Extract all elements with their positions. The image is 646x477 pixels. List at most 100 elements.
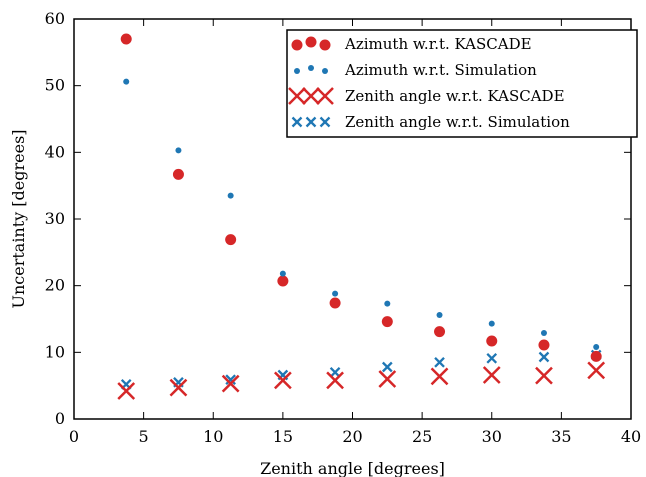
legend-marker (319, 116, 331, 128)
x-tick-label: 25 (412, 427, 432, 446)
data-point (538, 339, 550, 351)
legend-marker (308, 65, 314, 71)
x-tick-label: 5 (139, 427, 149, 446)
series-2 (123, 78, 600, 350)
y-axis-label: Uncertainty [degrees] (9, 129, 28, 308)
legend-marker-stroke (302, 87, 320, 105)
y-tick-label: 40 (45, 142, 65, 161)
legend-item: Zenith angle w.r.t. KASCADE (288, 87, 565, 105)
data-point (175, 147, 182, 154)
data-point (535, 366, 553, 385)
data-point (430, 367, 449, 386)
data-point (590, 350, 602, 362)
data-point (273, 371, 292, 390)
data-point-stroke (587, 361, 606, 380)
legend-item: Azimuth w.r.t. KASCADE (291, 35, 532, 53)
data-point-stroke (378, 370, 397, 388)
y-tick-label: 10 (45, 342, 65, 361)
y-tick-label: 50 (45, 76, 65, 95)
data-point (434, 326, 446, 338)
x-tick-label: 20 (342, 427, 362, 446)
x-tick-label: 40 (621, 427, 641, 446)
legend-label: Azimuth w.r.t. KASCADE (344, 35, 532, 53)
y-tick-label: 30 (45, 209, 65, 228)
data-point-stroke (117, 382, 136, 400)
x-tick-label: 10 (203, 427, 223, 446)
data-point (482, 366, 501, 384)
data-point-stroke (482, 366, 501, 384)
legend-marker (294, 68, 300, 74)
x-tick-label: 35 (551, 427, 571, 446)
data-point-stroke (535, 366, 553, 385)
marks-layer (117, 33, 606, 400)
legend-marker (305, 116, 317, 128)
legend-marker-stroke (305, 116, 317, 128)
data-point-stroke (169, 378, 188, 397)
legend-marker-stroke (316, 87, 334, 105)
data-point-stroke (225, 374, 236, 385)
x-tick-label: 30 (482, 427, 502, 446)
legend-marker (322, 68, 328, 74)
legend-label: Zenith angle w.r.t. Simulation (345, 113, 570, 131)
series-3 (117, 361, 606, 400)
x-tick-label: 15 (273, 427, 293, 446)
data-point-stroke (486, 353, 498, 364)
data-point (329, 297, 341, 309)
data-point (225, 234, 237, 246)
legend-marker-stroke (288, 87, 306, 105)
data-point (538, 351, 550, 363)
legend: Azimuth w.r.t. KASCADE Azimuth w.r.t. Sim… (286, 29, 638, 138)
data-point-stroke (538, 351, 550, 363)
legend-marker (319, 39, 331, 51)
data-point (378, 370, 397, 388)
data-point (117, 382, 136, 400)
data-point-stroke (326, 371, 344, 390)
data-point (225, 374, 236, 385)
legend-item: Zenith angle w.r.t. Simulation (291, 113, 570, 131)
data-point (329, 367, 341, 378)
data-point-stroke (221, 374, 240, 393)
data-point (172, 168, 184, 180)
data-point (486, 353, 498, 364)
legend-marker (291, 116, 303, 128)
legend-marker-stroke (319, 116, 331, 128)
data-point (332, 290, 339, 297)
data-point (434, 357, 445, 368)
data-point (540, 330, 547, 336)
data-point (279, 270, 286, 277)
y-tick-label: 20 (45, 276, 65, 295)
legend-marker (291, 39, 303, 51)
legend-label: Zenith angle w.r.t. KASCADE (345, 87, 565, 105)
series-1 (120, 33, 602, 362)
data-point-stroke (329, 367, 341, 378)
data-point (381, 316, 393, 328)
data-point (488, 320, 495, 327)
x-tick-label: 0 (69, 427, 79, 446)
x-axis-label: Zenith angle [degrees] (260, 459, 445, 477)
data-point (486, 335, 498, 347)
series-4 (120, 349, 602, 390)
legend-marker (302, 87, 320, 105)
data-point (326, 371, 344, 390)
data-point (120, 33, 132, 45)
legend-marker (305, 36, 317, 48)
data-point (227, 192, 234, 199)
data-point (384, 300, 391, 307)
data-point (593, 344, 600, 350)
legend-marker-stroke (291, 116, 303, 128)
data-point (169, 378, 188, 397)
data-point (587, 361, 606, 380)
legend-label: Azimuth w.r.t. Simulation (344, 61, 537, 79)
legend-marker (316, 87, 334, 105)
data-point (277, 275, 289, 287)
legend-marker (288, 87, 306, 105)
data-point (123, 78, 130, 85)
data-point-stroke (430, 367, 449, 386)
legend-box (286, 29, 638, 138)
data-point-stroke (273, 371, 292, 390)
legend-item: Azimuth w.r.t. Simulation (294, 61, 537, 79)
data-point (221, 374, 240, 393)
y-tick-label: 60 (45, 9, 65, 28)
data-point (436, 312, 443, 318)
